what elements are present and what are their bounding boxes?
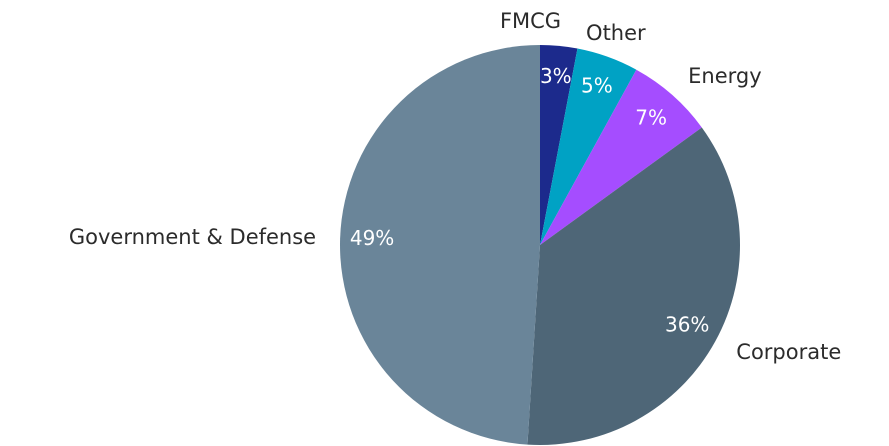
pie-slice	[527, 127, 740, 446]
value-label: 36%	[665, 312, 709, 336]
pie-slice	[540, 48, 637, 246]
category-label: FMCG	[500, 9, 561, 33]
category-label: Other	[586, 21, 646, 45]
value-label: 3%	[540, 64, 572, 88]
value-label: 7%	[635, 105, 667, 129]
pie-slice	[340, 45, 540, 445]
category-label: Government & Defense	[69, 225, 316, 249]
pie-slice	[540, 69, 702, 245]
value-label: 49%	[350, 226, 394, 250]
pie-slice	[540, 45, 578, 245]
value-label: 5%	[581, 73, 613, 97]
category-label: Corporate	[736, 340, 841, 364]
category-label: Energy	[688, 64, 762, 88]
